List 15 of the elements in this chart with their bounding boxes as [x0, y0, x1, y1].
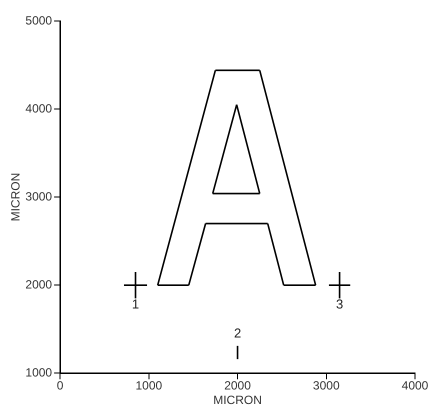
y-tick-label: 4000 — [25, 101, 52, 116]
x-tick-label: 4000 — [402, 378, 429, 393]
x-tick-label: 0 — [56, 378, 64, 393]
annotation: 1 — [132, 296, 140, 312]
y-tick-label: 3000 — [25, 189, 52, 204]
y-tick-label: 2000 — [25, 277, 52, 292]
x-tick-label: 3000 — [312, 378, 340, 393]
y-axis-title: MICRON — [8, 172, 23, 222]
y-tick-label: 1000 — [25, 366, 52, 380]
annotation: 2 — [234, 325, 242, 340]
x-axis-title: MICRON — [213, 393, 262, 408]
x-tick-label: 1000 — [135, 378, 162, 393]
x-tick-label: 2000 — [224, 378, 252, 393]
annotation: 3 — [336, 296, 344, 312]
y-tick-label: 5000 — [25, 13, 52, 28]
